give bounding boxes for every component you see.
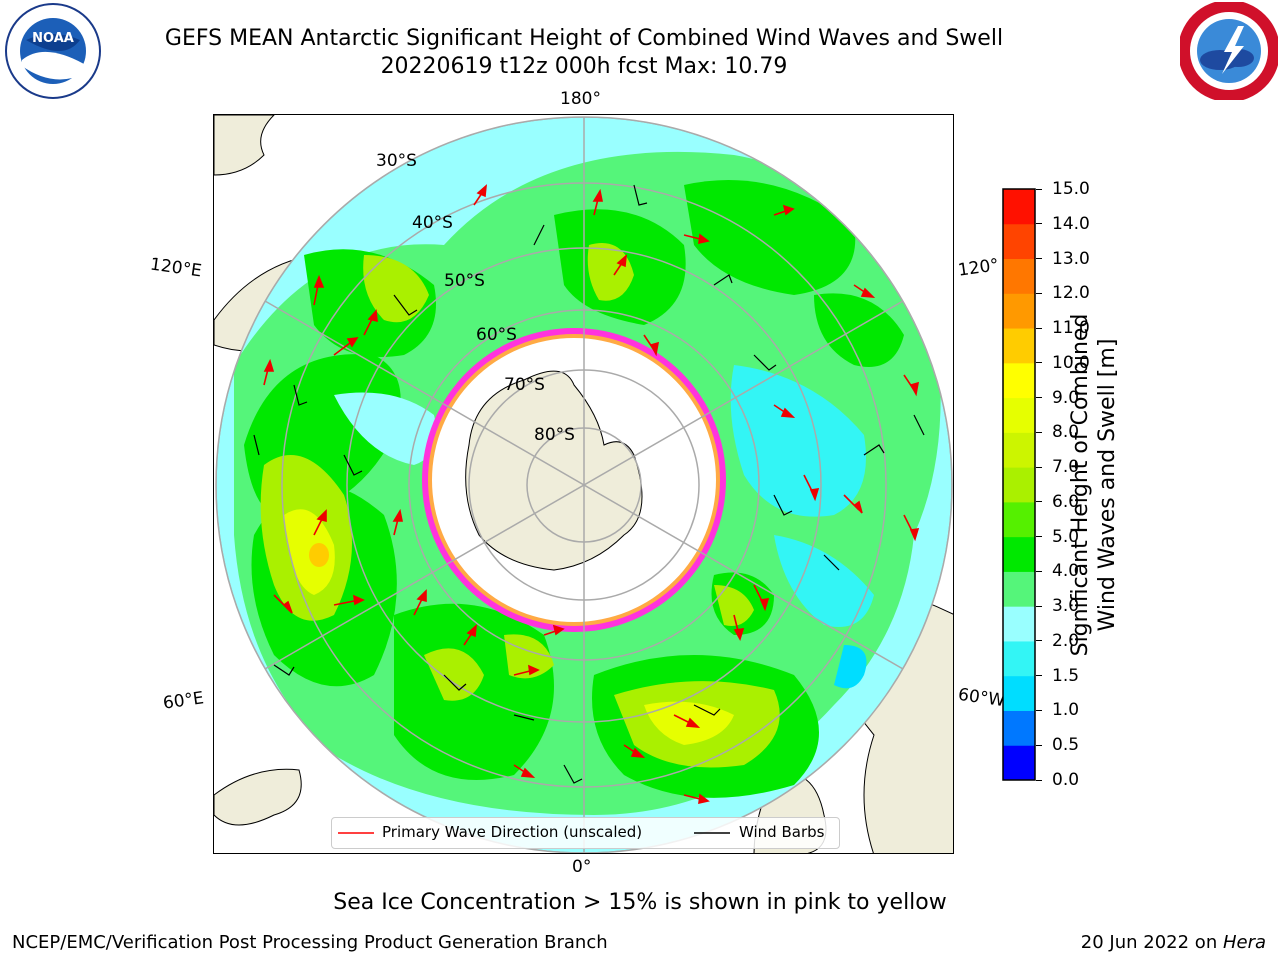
lat-label-50s: 50°S	[444, 271, 485, 291]
noaa-logo-text: NOAA	[32, 31, 74, 46]
noaa-logo: NOAA	[5, 3, 101, 99]
colorbar-tick-label: 2.0	[1052, 630, 1080, 651]
map-legend: Primary Wave Direction (unscaled) Wind B…	[331, 817, 840, 849]
colorbar-tick-mark	[1036, 779, 1042, 781]
lat-label-70s: 70°S	[504, 375, 545, 395]
lon-label-60w: 60°W	[956, 684, 1007, 712]
colorbar-tick-label: 0.0	[1052, 770, 1080, 790]
colorbar-title: Significant Height of Combined Wind Wave…	[1068, 314, 1120, 657]
colorbar-segment	[1003, 223, 1035, 260]
lon-label-180: 180°	[560, 89, 601, 109]
map-canvas	[214, 115, 953, 853]
colorbar-border	[1002, 188, 1036, 781]
colorbar-tick-mark	[1036, 536, 1042, 538]
colorbar-tick-mark	[1036, 258, 1042, 260]
graticule	[216, 117, 952, 853]
lon-label-0: 0°	[572, 857, 592, 877]
colorbar-tick-mark	[1036, 466, 1042, 468]
colorbar-tick-label: 1.0	[1052, 700, 1080, 721]
wind-barbs	[253, 184, 925, 784]
legend-barb-label: Wind Barbs	[739, 823, 825, 841]
colorbar-segment	[1003, 640, 1035, 677]
colorbar-tick-label: 10.0	[1052, 352, 1090, 373]
colorbar-tick-label: 8.0	[1052, 422, 1080, 443]
colorbar-segment	[1003, 606, 1035, 642]
footer-date: 20 Jun 2022 on Hera	[1081, 932, 1266, 953]
colorbar-tick-mark	[1036, 675, 1042, 677]
sea-ice-note: Sea Ice Concentration > 15% is shown in …	[333, 890, 947, 915]
colorbar-segment	[1003, 710, 1035, 746]
colorbar-tick-mark	[1036, 292, 1042, 294]
colorbar-tick-label: 0.5	[1052, 735, 1080, 756]
colorbar-tick-mark	[1036, 188, 1042, 190]
lat-label-60s: 60°S	[476, 325, 517, 345]
wave-height-field	[216, 117, 952, 853]
colorbar-tick-mark	[1036, 327, 1042, 329]
colorbar-segment	[1003, 328, 1035, 364]
colorbar-tick-mark	[1036, 605, 1042, 607]
colorbar-tick-mark	[1036, 744, 1042, 746]
colorbar-tick-label: 6.0	[1052, 491, 1080, 512]
colorbar-title-line2: Wind Waves and Swell [m]	[1095, 338, 1120, 632]
colorbar-segment	[1003, 189, 1035, 225]
colorbar-tick-label: 1.5	[1052, 665, 1080, 686]
lon-label-120e: 120°E	[148, 254, 203, 282]
colorbar-tick-mark	[1036, 223, 1042, 225]
colorbar-tick-label: 12.0	[1052, 283, 1090, 304]
footer-host: Hera	[1222, 932, 1266, 953]
colorbar-segment	[1003, 397, 1035, 433]
lat-label-80s: 80°S	[534, 425, 575, 445]
colorbar-title-line1: Significant Height of Combined	[1068, 313, 1093, 657]
footer-branch: NCEP/EMC/Verification Post Processing Pr…	[12, 932, 608, 953]
colorbar-tick-mark	[1036, 362, 1042, 364]
colorbar-tick-mark	[1036, 570, 1042, 572]
map-title: GEFS MEAN Antarctic Significant Height o…	[164, 26, 1004, 51]
colorbar-segment	[1003, 571, 1035, 607]
colorbar-tick-mark	[1036, 431, 1042, 433]
wave-direction-arrows	[263, 184, 920, 805]
colorbar-tick-label: 3.0	[1052, 596, 1080, 617]
colorbar-segment	[1003, 467, 1035, 503]
colorbar-segment	[1003, 536, 1035, 572]
colorbar-tick-mark	[1036, 501, 1042, 503]
legend-wave-label: Primary Wave Direction (unscaled)	[382, 823, 643, 841]
lon-label-60e: 60°E	[161, 688, 206, 714]
colorbar-tick-label: 5.0	[1052, 526, 1080, 547]
map-subtitle-forecast: 20220619 t12z 000h fcst Max: 10.79	[380, 54, 788, 79]
lat-label-30s: 30°S	[376, 151, 417, 171]
polar-map: 30°S 40°S 50°S 60°S 70°S 80°S	[213, 114, 954, 854]
colorbar-tick-label: 9.0	[1052, 387, 1080, 408]
colorbar-tick-label: 13.0	[1052, 248, 1090, 269]
colorbar-tick-mark	[1036, 640, 1042, 642]
colorbar-tick-mark	[1036, 397, 1042, 399]
colorbar-segment	[1003, 432, 1035, 468]
nws-logo	[1180, 2, 1278, 100]
legend-wave-line	[338, 832, 374, 834]
colorbar-segment	[1003, 258, 1035, 294]
colorbar-segment	[1003, 745, 1035, 781]
colorbar-segment	[1003, 362, 1035, 399]
colorbar-tick-label: 14.0	[1052, 213, 1090, 234]
colorbar	[1002, 188, 1036, 781]
legend-barb-line	[694, 832, 730, 834]
colorbar-tick-label: 15.0	[1052, 179, 1090, 199]
lat-label-40s: 40°S	[412, 213, 453, 233]
lon-label-120w: 120°	[956, 255, 1001, 281]
colorbar-segment	[1003, 675, 1035, 711]
footer-date-text: 20 Jun 2022 on	[1080, 932, 1223, 953]
colorbar-segment	[1003, 293, 1035, 329]
colorbar-tick-label: 7.0	[1052, 457, 1080, 478]
colorbar-tick-label: 11.0	[1052, 318, 1090, 339]
colorbar-tick-label: 4.0	[1052, 561, 1080, 582]
colorbar-tick-mark	[1036, 709, 1042, 711]
colorbar-segment	[1003, 501, 1035, 538]
